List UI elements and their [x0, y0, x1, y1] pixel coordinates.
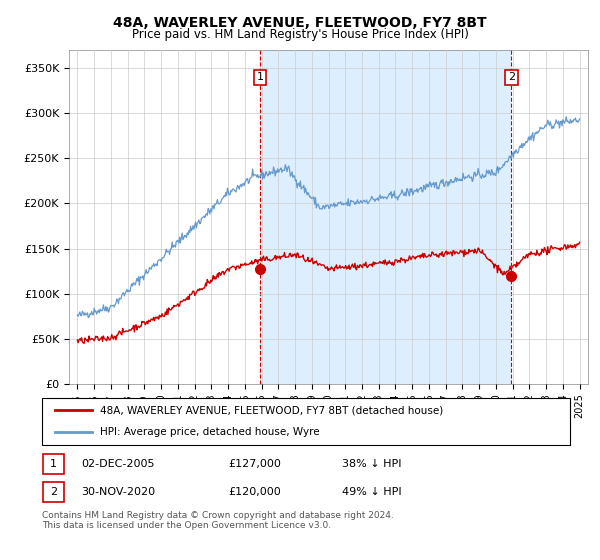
Text: £120,000: £120,000	[228, 487, 281, 497]
Text: 30-NOV-2020: 30-NOV-2020	[81, 487, 155, 497]
FancyBboxPatch shape	[42, 398, 570, 445]
Text: 1: 1	[257, 72, 263, 82]
Text: 48A, WAVERLEY AVENUE, FLEETWOOD, FY7 8BT: 48A, WAVERLEY AVENUE, FLEETWOOD, FY7 8BT	[113, 16, 487, 30]
Text: HPI: Average price, detached house, Wyre: HPI: Average price, detached house, Wyre	[100, 427, 320, 437]
Text: 1: 1	[50, 459, 57, 469]
Text: £127,000: £127,000	[228, 459, 281, 469]
Text: 38% ↓ HPI: 38% ↓ HPI	[342, 459, 401, 469]
Text: Price paid vs. HM Land Registry's House Price Index (HPI): Price paid vs. HM Land Registry's House …	[131, 28, 469, 41]
Text: 2: 2	[508, 72, 515, 82]
Text: Contains HM Land Registry data © Crown copyright and database right 2024.
This d: Contains HM Land Registry data © Crown c…	[42, 511, 394, 530]
Text: 02-DEC-2005: 02-DEC-2005	[81, 459, 155, 469]
Bar	[260, 50, 511, 384]
Text: 2: 2	[50, 487, 57, 497]
Text: 48A, WAVERLEY AVENUE, FLEETWOOD, FY7 8BT (detached house): 48A, WAVERLEY AVENUE, FLEETWOOD, FY7 8BT…	[100, 405, 443, 416]
Text: 49% ↓ HPI: 49% ↓ HPI	[342, 487, 401, 497]
